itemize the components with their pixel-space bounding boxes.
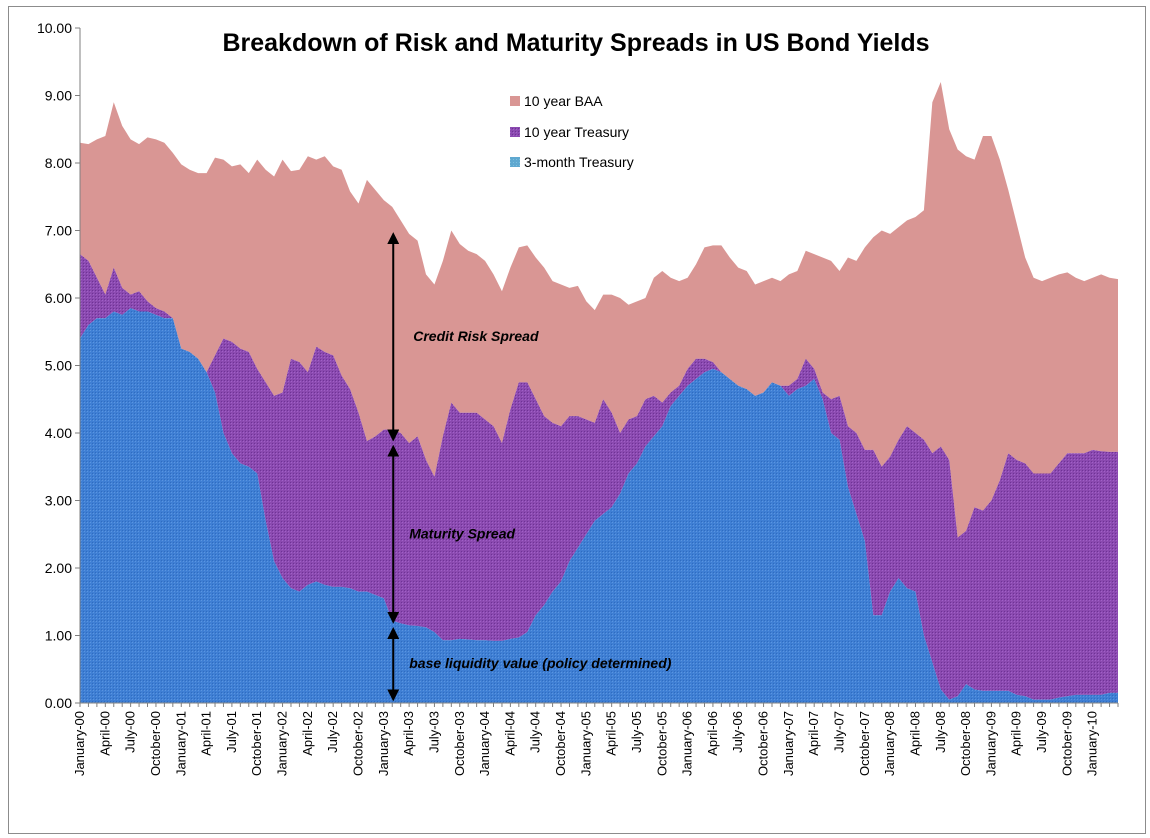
legend-swatch-treasury10 <box>510 127 520 137</box>
series-areas <box>80 82 1118 703</box>
legend: 10 year BAA 10 year Treasury 3-month Tre… <box>510 93 634 170</box>
area-series-3m-treasury <box>80 308 1118 703</box>
x-tick-label: July-07 <box>832 711 847 753</box>
annotations: Credit Risk Spread Maturity Spread base li… <box>387 232 672 702</box>
x-tick-label: January-05 <box>578 711 593 776</box>
x-tick-label: January-09 <box>983 711 998 776</box>
legend-item-treasury10: 10 year Treasury <box>510 124 629 140</box>
legend-item-baa: 10 year BAA <box>510 93 603 109</box>
x-tick-label: April-04 <box>502 711 517 756</box>
y-tick-label: 6.00 <box>45 290 72 306</box>
y-tick-label: 2.00 <box>45 560 72 576</box>
y-tick-label: 5.00 <box>45 358 72 374</box>
x-tick-label: July-08 <box>933 711 948 753</box>
y-tick-label: 8.00 <box>45 155 72 171</box>
y-tick-label: 7.00 <box>45 223 72 239</box>
x-tick-label: April-02 <box>300 711 315 756</box>
x-tick-label: April-08 <box>907 711 922 756</box>
x-tick-label: July-09 <box>1034 711 1049 753</box>
chart-title: Breakdown of Risk and Maturity Spreads i… <box>222 29 929 57</box>
x-tick-label: January-06 <box>680 711 695 776</box>
legend-label-treasury10: 10 year Treasury <box>524 124 629 140</box>
y-tick-label: 9.00 <box>45 88 72 104</box>
x-tick-label: July-04 <box>528 711 543 753</box>
x-tick-label: January-01 <box>173 711 188 776</box>
x-tick-label: January-04 <box>477 711 492 776</box>
x-tick-label: July-06 <box>730 711 745 753</box>
x-tick-label: January-10 <box>1085 711 1100 776</box>
x-tick-label: January-08 <box>882 711 897 776</box>
y-tick-label: 0.00 <box>45 695 72 711</box>
x-tick-label: October-02 <box>350 711 365 776</box>
x-tick-label: October-07 <box>857 711 872 776</box>
x-tick-label: April-00 <box>97 711 112 756</box>
legend-label-treasury3m: 3-month Treasury <box>524 154 634 170</box>
x-tick-label: April-09 <box>1009 711 1024 756</box>
x-tick-label: July-05 <box>629 711 644 753</box>
x-tick-label: April-05 <box>604 711 619 756</box>
x-tick-label: January-00 <box>72 711 87 776</box>
x-tick-label: April-01 <box>199 711 214 756</box>
x-tick-label: October-05 <box>654 711 669 776</box>
y-tick-label: 10.00 <box>37 20 72 36</box>
x-tick-label: April-03 <box>401 711 416 756</box>
area-series-10yr-baa <box>80 82 1118 538</box>
area-series-10yr-treasury <box>80 254 1118 700</box>
x-tick-label: April-06 <box>705 711 720 756</box>
x-tick-label: July-01 <box>224 711 239 753</box>
x-tick-label: January-03 <box>376 711 391 776</box>
legend-item-treasury3m: 3-month Treasury <box>510 154 634 170</box>
x-tick-label: October-04 <box>553 711 568 776</box>
x-tick-label: July-02 <box>325 711 340 753</box>
annotation-label: Maturity Spread <box>409 525 515 541</box>
x-tick-label: July-03 <box>426 711 441 753</box>
x-tick-label: October-01 <box>249 711 264 776</box>
x-tick-label: April-07 <box>806 711 821 756</box>
y-tick-label: 1.00 <box>45 628 72 644</box>
y-tick-label: 4.00 <box>45 425 72 441</box>
x-tick-label: October-09 <box>1059 711 1074 776</box>
x-tick-label: July-00 <box>123 711 138 753</box>
x-tick-label: October-06 <box>756 711 771 776</box>
annotation-label: Credit Risk Spread <box>413 328 539 344</box>
x-axis-ticks: January-00 April-00 July-00 October-00 Janua… <box>72 703 1119 776</box>
x-tick-label: October-03 <box>452 711 467 776</box>
y-axis-ticks: 0.00 1.00 2.00 3.00 4.00 5.00 6.00 7.00 8.00 9.00… <box>37 20 80 711</box>
y-tick-label: 3.00 <box>45 493 72 509</box>
x-tick-label: January-07 <box>781 711 796 776</box>
legend-swatch-treasury3m <box>510 157 520 167</box>
x-tick-label: October-08 <box>958 711 973 776</box>
x-tick-label: October-00 <box>148 711 163 776</box>
x-tick-label: January-02 <box>275 711 290 776</box>
legend-swatch-baa <box>510 96 520 106</box>
legend-label-baa: 10 year BAA <box>524 93 603 109</box>
annotation-label: base liquidity value (policy determined) <box>409 655 672 671</box>
plot-area: 0.00 1.00 2.00 3.00 4.00 5.00 6.00 7.00 8.00 9.00… <box>37 20 1119 776</box>
